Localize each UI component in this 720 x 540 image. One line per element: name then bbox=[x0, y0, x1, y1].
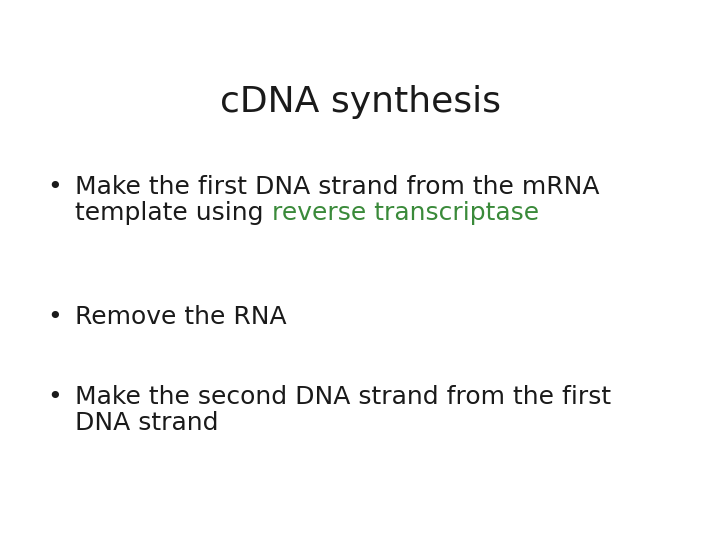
Text: Make the first DNA strand from the mRNA: Make the first DNA strand from the mRNA bbox=[75, 175, 600, 199]
Text: •: • bbox=[48, 175, 63, 199]
Text: cDNA synthesis: cDNA synthesis bbox=[220, 85, 500, 119]
Text: •: • bbox=[48, 385, 63, 409]
Text: DNA strand: DNA strand bbox=[75, 411, 218, 435]
Text: Remove the RNA: Remove the RNA bbox=[75, 305, 287, 329]
Text: Make the second DNA strand from the first: Make the second DNA strand from the firs… bbox=[75, 385, 611, 409]
Text: reverse transcriptase: reverse transcriptase bbox=[271, 201, 539, 225]
Text: •: • bbox=[48, 305, 63, 329]
Text: template using: template using bbox=[75, 201, 271, 225]
